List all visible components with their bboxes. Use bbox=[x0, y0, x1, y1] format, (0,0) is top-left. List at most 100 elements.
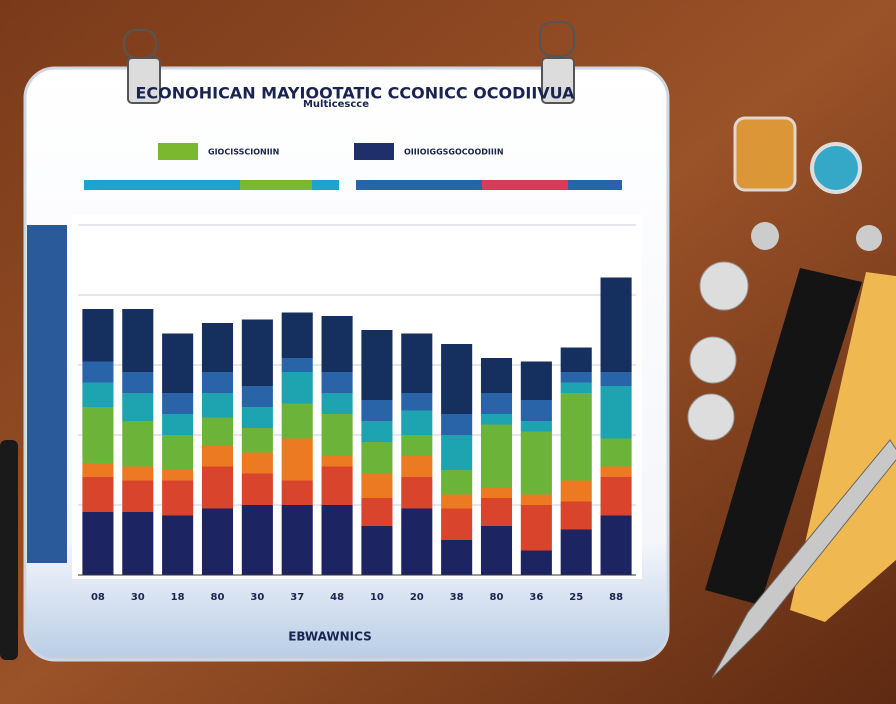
bar-segment bbox=[122, 466, 154, 481]
bar-segment bbox=[241, 452, 273, 474]
bar-segment bbox=[321, 505, 353, 575]
bar-segment bbox=[401, 393, 433, 411]
bar-segment bbox=[281, 312, 313, 358]
bar-segment bbox=[480, 487, 513, 498]
bar-segment bbox=[441, 540, 473, 575]
bar-segment bbox=[321, 372, 353, 393]
bar-segment bbox=[82, 512, 114, 575]
bar-segment bbox=[361, 400, 393, 421]
side-panel bbox=[27, 225, 67, 563]
bar-segment bbox=[281, 372, 313, 404]
x-tick-label: 10 bbox=[370, 592, 384, 603]
bar-segment bbox=[162, 480, 194, 516]
bar-segment bbox=[600, 372, 632, 386]
bar-segment bbox=[361, 498, 393, 526]
bar-segment bbox=[361, 442, 393, 474]
x-tick-label: 20 bbox=[410, 592, 424, 603]
bar-segment bbox=[162, 515, 194, 575]
x-tick-label: 80 bbox=[211, 592, 225, 603]
bar-segment bbox=[441, 344, 473, 414]
bar-segment bbox=[82, 361, 114, 383]
decor-bar bbox=[482, 180, 568, 190]
device-edge bbox=[0, 440, 18, 660]
bar-segment bbox=[162, 393, 194, 414]
bar-segment bbox=[201, 393, 234, 418]
bar-segment bbox=[82, 463, 114, 477]
bar-segment bbox=[241, 407, 273, 428]
bar-segment bbox=[122, 393, 154, 421]
clips bbox=[123, 21, 575, 104]
bar-segment bbox=[401, 456, 433, 477]
bar-segment bbox=[441, 470, 473, 495]
bar-segment bbox=[122, 309, 154, 372]
chart-title: ECONOHICAN MAYIOOTATIC CCONICC OCODIIVUA bbox=[135, 84, 575, 103]
bar-segment bbox=[361, 421, 393, 442]
bar-segment bbox=[480, 358, 513, 393]
bar-segment bbox=[401, 435, 433, 456]
bar-segment bbox=[560, 372, 592, 383]
bar-segment bbox=[281, 480, 313, 505]
bar-segment bbox=[241, 319, 273, 386]
bar-segment bbox=[122, 372, 154, 393]
bar-segment bbox=[441, 494, 473, 509]
bar-segment bbox=[401, 477, 433, 509]
x-tick-label: 08 bbox=[91, 592, 105, 603]
bar-segment bbox=[241, 505, 273, 575]
bar-segment bbox=[281, 358, 313, 372]
bar-segment bbox=[401, 410, 433, 435]
x-tick-label: 18 bbox=[171, 592, 185, 603]
bar-segment bbox=[441, 508, 473, 540]
bar-segment bbox=[361, 526, 393, 575]
bar-segment bbox=[480, 526, 513, 575]
bar-segment bbox=[162, 414, 194, 435]
bar-segment bbox=[520, 421, 552, 432]
bar-segment bbox=[281, 438, 313, 481]
bar-segment bbox=[401, 508, 433, 575]
x-tick-label: 30 bbox=[250, 592, 264, 603]
bar-segment bbox=[441, 435, 473, 470]
bar-segment bbox=[480, 414, 513, 425]
footer: EBWAWNICS bbox=[288, 630, 372, 644]
bar-segment bbox=[122, 421, 154, 467]
bar-segment bbox=[560, 529, 592, 575]
bar-segment bbox=[201, 417, 234, 446]
decor-bar bbox=[84, 180, 339, 190]
x-tick-label: 37 bbox=[290, 592, 304, 603]
bar-segment bbox=[201, 323, 234, 372]
bar-segment bbox=[82, 407, 114, 463]
x-tick-label: 38 bbox=[450, 592, 464, 603]
bar-segment bbox=[201, 466, 234, 509]
legend-swatch bbox=[158, 143, 198, 160]
bar-segment bbox=[600, 386, 632, 439]
legend-swatch bbox=[354, 143, 394, 160]
bar-segment bbox=[321, 316, 353, 372]
bar-segment bbox=[600, 466, 632, 477]
bar-segment bbox=[321, 456, 353, 467]
bar-segment bbox=[560, 501, 592, 530]
bar-segment bbox=[321, 393, 353, 414]
bar-segment bbox=[520, 505, 552, 551]
legend-label: OIIIOIGGSGOCOODIIIN bbox=[404, 148, 504, 157]
bar-segment bbox=[162, 435, 194, 470]
x-tick-label: 36 bbox=[529, 592, 543, 603]
bar-segment bbox=[162, 470, 194, 481]
desk-items bbox=[687, 116, 896, 679]
bar-segment bbox=[520, 431, 552, 495]
bar-segment bbox=[401, 333, 433, 393]
bar-segment bbox=[201, 372, 234, 393]
x-tick-label: 88 bbox=[609, 592, 623, 603]
bar-segment bbox=[82, 309, 114, 362]
bar-segment bbox=[82, 477, 114, 512]
bar-segment bbox=[600, 477, 632, 516]
bar-segment bbox=[480, 424, 513, 488]
bar-segment bbox=[441, 414, 473, 435]
x-tick-label: 25 bbox=[569, 592, 583, 603]
legend-label: GIOCISSCIONIIN bbox=[208, 148, 279, 157]
chart-subtitle: Multicescce bbox=[303, 99, 369, 110]
bar-segment bbox=[560, 393, 592, 481]
bar-segment bbox=[321, 466, 353, 505]
bar-segment bbox=[241, 473, 273, 505]
bar-segment bbox=[560, 382, 592, 393]
bar-segment bbox=[201, 445, 234, 467]
